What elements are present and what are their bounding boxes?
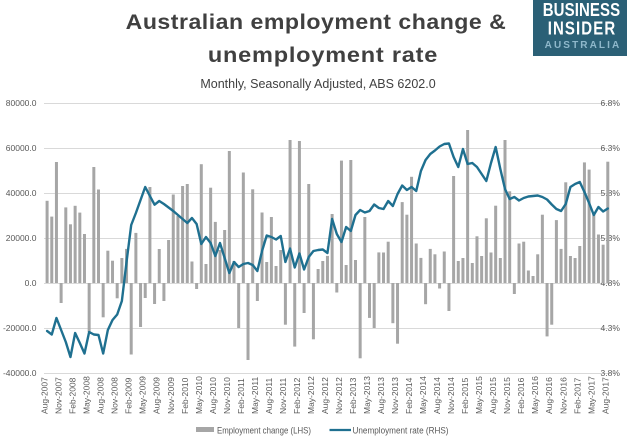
svg-text:Feb-2013: Feb-2013: [348, 377, 358, 414]
svg-text:Aug-2012: Aug-2012: [320, 377, 330, 414]
svg-text:Feb-2008: Feb-2008: [68, 377, 78, 414]
svg-text:Nov-2013: Nov-2013: [390, 377, 400, 414]
svg-text:Feb-2014: Feb-2014: [404, 377, 414, 414]
svg-text:Feb-2017: Feb-2017: [572, 377, 582, 414]
svg-text:80000.0: 80000.0: [6, 98, 37, 108]
svg-text:Aug-2009: Aug-2009: [152, 377, 162, 414]
svg-text:Nov-2010: Nov-2010: [222, 377, 232, 414]
svg-text:Nov-2014: Nov-2014: [446, 377, 456, 414]
svg-text:Feb-2012: Feb-2012: [292, 377, 302, 414]
svg-text:May-2016: May-2016: [530, 376, 540, 414]
svg-text:-40000.0: -40000.0: [3, 368, 37, 378]
svg-text:Aug-2014: Aug-2014: [432, 377, 442, 414]
svg-text:20000.0: 20000.0: [6, 233, 37, 243]
svg-text:Nov-2008: Nov-2008: [110, 377, 120, 414]
svg-text:Feb-2010: Feb-2010: [180, 377, 190, 414]
svg-text:May-2008: May-2008: [82, 376, 92, 414]
svg-text:40000.0: 40000.0: [6, 188, 37, 198]
svg-text:Unemployment rate (RHS): Unemployment rate (RHS): [353, 426, 449, 436]
svg-text:0.0: 0.0: [25, 278, 37, 288]
svg-text:May-2017: May-2017: [586, 376, 596, 414]
svg-text:Nov-2015: Nov-2015: [502, 377, 512, 414]
svg-text:May-2015: May-2015: [474, 376, 484, 414]
svg-text:Aug-2010: Aug-2010: [208, 377, 218, 414]
svg-text:-20000.0: -20000.0: [3, 323, 37, 333]
svg-text:May-2009: May-2009: [138, 376, 148, 414]
svg-text:Aug-2016: Aug-2016: [544, 377, 554, 414]
svg-text:4.8%: 4.8%: [601, 278, 621, 288]
svg-text:5.3%: 5.3%: [601, 233, 621, 243]
svg-text:5.8%: 5.8%: [601, 188, 621, 198]
svg-text:Feb-2009: Feb-2009: [124, 377, 134, 414]
svg-text:Feb-2015: Feb-2015: [460, 377, 470, 414]
svg-text:May-2013: May-2013: [362, 376, 372, 414]
svg-text:Aug-2017: Aug-2017: [600, 377, 610, 414]
svg-text:3.8%: 3.8%: [601, 368, 621, 378]
svg-text:Aug-2008: Aug-2008: [96, 377, 106, 414]
svg-text:May-2010: May-2010: [194, 376, 204, 414]
svg-text:Nov-2007: Nov-2007: [54, 377, 64, 414]
svg-text:Aug-2015: Aug-2015: [488, 377, 498, 414]
svg-text:Employment change (LHS): Employment change (LHS): [217, 426, 311, 436]
svg-text:Nov-2011: Nov-2011: [278, 378, 288, 414]
svg-text:Feb-2011: Feb-2011: [236, 378, 246, 414]
svg-text:May-2011: May-2011: [250, 377, 260, 414]
svg-text:Nov-2016: Nov-2016: [558, 377, 568, 414]
svg-text:Aug-2011: Aug-2011: [264, 377, 274, 414]
svg-text:May-2014: May-2014: [418, 376, 428, 414]
svg-text:Aug-2013: Aug-2013: [376, 377, 386, 414]
svg-text:Feb-2016: Feb-2016: [516, 377, 526, 414]
svg-text:May-2012: May-2012: [306, 376, 316, 414]
svg-text:4.3%: 4.3%: [601, 323, 621, 333]
svg-text:6.3%: 6.3%: [601, 143, 621, 153]
svg-text:Nov-2012: Nov-2012: [334, 377, 344, 414]
svg-text:6.8%: 6.8%: [601, 98, 621, 108]
svg-text:60000.0: 60000.0: [6, 143, 37, 153]
svg-text:Nov-2009: Nov-2009: [166, 377, 176, 414]
svg-text:Aug-2007: Aug-2007: [40, 377, 50, 414]
